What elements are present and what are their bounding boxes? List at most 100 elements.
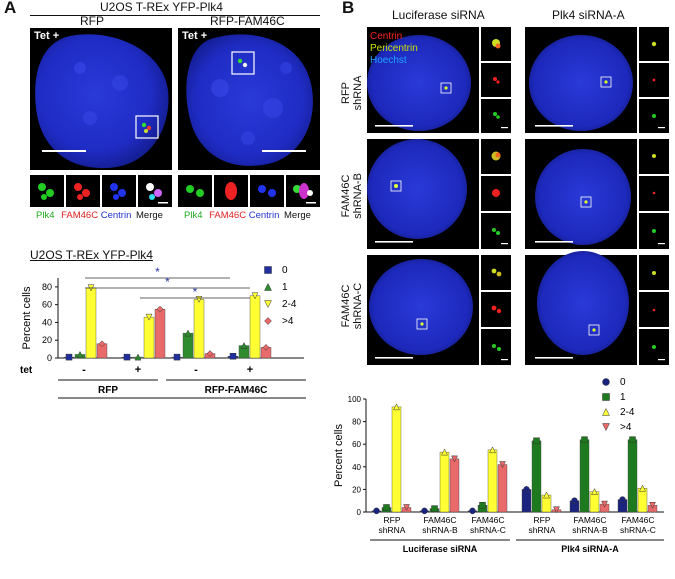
channel-label-fam46c: FAM46C <box>209 210 247 221</box>
nucleus-image-rfp-fam46c: Tet + <box>178 28 320 170</box>
bar <box>439 451 450 513</box>
legend-label: 1 <box>620 392 626 403</box>
channel-labels-rfp: Plk4 FAM46C Centrin Merge <box>36 210 163 221</box>
data-point <box>469 507 476 515</box>
category-label: FAM46C <box>471 515 504 525</box>
data-point <box>533 437 540 445</box>
y-tick-label: 20 <box>42 335 52 345</box>
y-axis-label: Percent cells <box>333 424 345 487</box>
legend-label: 2-4 <box>620 407 635 418</box>
legend-label: 0 <box>620 377 626 388</box>
channel-label-centrin: Centrin <box>100 210 132 221</box>
channel-label-merge: Merge <box>136 210 163 221</box>
category-label: shRNA <box>529 525 556 535</box>
data-point <box>523 486 530 493</box>
data-point <box>251 292 259 300</box>
thumbnail-strip-rfp-fam46c <box>178 175 320 207</box>
row-label-line1: FAM46C <box>340 284 352 328</box>
bar <box>391 406 402 513</box>
channel-legend-b: Centrin Pericentrin Hoechst <box>370 31 418 67</box>
significance-star: * <box>193 285 198 299</box>
panel-a-condition-rfp-fam46c: RFP-FAM46C <box>210 14 285 28</box>
data-point <box>262 343 270 351</box>
data-point <box>591 488 598 495</box>
legend-pericentrin: Pericentrin <box>370 43 418 54</box>
bar <box>154 308 166 359</box>
data-point <box>601 500 608 508</box>
data-point <box>173 353 181 361</box>
bar <box>193 299 205 359</box>
data-point <box>431 505 438 512</box>
row-label-line2: shRNA-C <box>352 282 364 330</box>
legend-marker <box>602 423 610 432</box>
panel-b-image-grid <box>367 27 669 365</box>
column-label-luciferase: Luciferase siRNA <box>392 8 485 22</box>
data-point <box>403 504 410 512</box>
row-label-line2: shRNA <box>352 75 364 111</box>
data-point <box>76 350 84 358</box>
y-tick-label: 0 <box>47 353 52 363</box>
data-point <box>145 313 153 321</box>
bar <box>521 489 532 513</box>
data-point <box>229 352 237 360</box>
category-label: FAM46C <box>423 515 456 525</box>
data-point <box>184 329 192 337</box>
legend-marker <box>264 266 272 274</box>
significance-star: * <box>155 265 160 279</box>
bar <box>143 316 155 359</box>
category-label: shRNA-B <box>572 525 608 535</box>
legend-hoechst: Hoechst <box>370 55 407 66</box>
channel-label-centrin: Centrin <box>248 210 280 221</box>
chart-a-title: U2OS T-REx YFP-Plk4 <box>30 248 153 262</box>
group-label: Luciferase siRNA <box>403 544 478 554</box>
panel-a-letter: A <box>4 0 17 17</box>
bar <box>85 287 97 359</box>
legend-marker <box>264 282 272 291</box>
y-tick-label: 60 <box>352 440 361 449</box>
tet-value: - <box>82 364 86 376</box>
panel-a-condition-rfp: RFP <box>80 14 104 28</box>
data-point <box>571 497 578 504</box>
data-point <box>373 507 380 515</box>
legend-marker <box>264 317 272 325</box>
tet-label-rfp: Tet + <box>34 30 60 42</box>
data-point <box>65 353 73 361</box>
nucleus-image-rfp: Tet + <box>30 28 172 170</box>
category-label: shRNA-C <box>620 525 656 535</box>
data-point <box>553 506 560 514</box>
data-point <box>123 353 131 361</box>
data-point <box>383 504 390 511</box>
category-label: shRNA <box>379 525 406 535</box>
category-label: FAM46C <box>573 515 606 525</box>
data-point <box>639 484 646 492</box>
channel-label-merge: Merge <box>284 210 311 221</box>
data-point <box>393 403 400 411</box>
data-point <box>240 341 248 349</box>
category-label: shRNA-B <box>422 525 458 535</box>
legend-label: 0 <box>282 265 288 276</box>
channel-label-fam46c: FAM46C <box>61 210 99 221</box>
legend-marker <box>264 300 272 309</box>
y-tick-label: 0 <box>357 508 362 517</box>
y-tick-label: 100 <box>348 395 362 404</box>
group-label: Plk4 siRNA-A <box>561 544 619 554</box>
data-point <box>629 436 636 443</box>
bar <box>627 439 638 513</box>
row-label-line1: RFP <box>340 82 352 104</box>
row-label-line1: FAM46C <box>340 174 352 218</box>
category-label: RFP <box>384 515 401 525</box>
data-point <box>451 455 458 463</box>
row-label-fam46c-shrna-b: FAM46C shRNA-B <box>336 170 368 230</box>
bar <box>487 449 498 513</box>
data-point <box>441 448 448 456</box>
data-point <box>649 501 656 509</box>
tet-value: + <box>247 364 253 376</box>
column-label-plk4: Plk4 siRNA-A <box>552 8 625 22</box>
legend-label: >4 <box>620 422 632 433</box>
legend-marker <box>602 407 610 416</box>
data-point <box>134 353 142 361</box>
row-label-line2: shRNA-B <box>352 173 364 219</box>
tet-row-label: tet <box>20 365 33 376</box>
thumbnail-strip-rfp <box>30 175 172 207</box>
